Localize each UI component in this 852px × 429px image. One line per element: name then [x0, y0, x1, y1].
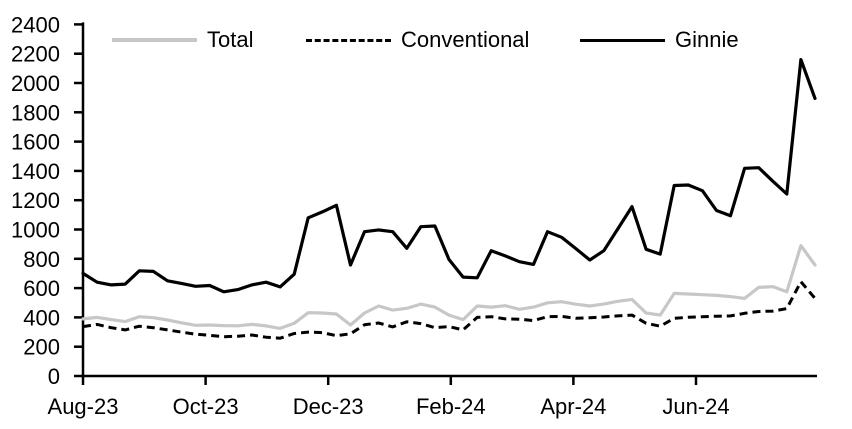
legend-label-total: Total — [207, 27, 254, 52]
legend-item-conventional: Conventional — [306, 28, 529, 52]
series-total-line — [81, 244, 817, 330]
y-tick-label: 0 — [48, 364, 60, 389]
x-tick-label: Apr-24 — [540, 394, 606, 419]
ginnie-line-swatch — [580, 38, 665, 42]
total-line-swatch — [112, 38, 197, 42]
legend-label-conventional: Conventional — [401, 27, 530, 52]
y-tick-label: 800 — [23, 247, 60, 272]
y-tick-label: 1000 — [11, 218, 60, 243]
x-tick-label: Aug-23 — [48, 394, 119, 419]
y-tick-label: 1200 — [11, 188, 60, 213]
y-tick-label: 2000 — [11, 71, 60, 96]
series-conventional-line — [82, 280, 817, 340]
y-tick-label: 1600 — [11, 130, 60, 155]
legend-item-total: Total — [112, 28, 253, 52]
x-tick-label: Feb-24 — [416, 394, 486, 419]
y-tick-label: 200 — [23, 335, 60, 360]
y-tick-label: 1800 — [11, 100, 60, 125]
x-tick-label: Jun-24 — [662, 394, 729, 419]
y-tick-label: 2200 — [11, 42, 60, 67]
y-tick-label: 600 — [23, 276, 60, 301]
series-ginnie-line — [81, 57, 817, 294]
y-tick-label: 400 — [23, 305, 60, 330]
legend-label-ginnie: Ginnie — [675, 27, 739, 52]
y-tick-label: 1400 — [11, 159, 60, 184]
y-tick-label: 2400 — [11, 12, 60, 37]
x-tick-label: Dec-23 — [293, 394, 364, 419]
legend-item-ginnie: Ginnie — [580, 28, 739, 52]
conventional-line-swatch — [306, 38, 391, 42]
x-tick-label: Oct-23 — [173, 394, 239, 419]
